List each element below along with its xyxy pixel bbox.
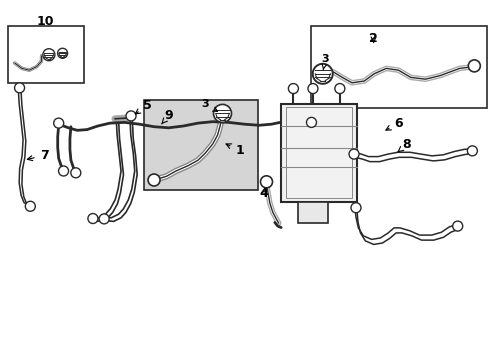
Circle shape	[288, 84, 298, 94]
Text: 10: 10	[36, 15, 54, 28]
Circle shape	[334, 84, 344, 94]
Circle shape	[43, 49, 55, 61]
Circle shape	[59, 166, 68, 176]
Text: 2: 2	[368, 32, 377, 45]
Circle shape	[25, 201, 35, 211]
Circle shape	[88, 213, 98, 224]
Text: 6: 6	[385, 117, 402, 130]
Bar	[281, 104, 356, 202]
Circle shape	[348, 149, 358, 159]
Circle shape	[312, 64, 332, 84]
Circle shape	[58, 48, 67, 58]
Circle shape	[306, 117, 316, 127]
Circle shape	[99, 214, 109, 224]
Text: 3: 3	[201, 99, 217, 111]
Text: 8: 8	[397, 138, 410, 152]
Circle shape	[350, 203, 360, 213]
Text: 5: 5	[135, 99, 152, 114]
Bar	[285, 107, 351, 198]
Circle shape	[467, 146, 476, 156]
Bar	[8, 26, 84, 83]
Circle shape	[213, 104, 231, 122]
Circle shape	[148, 174, 160, 186]
Bar	[298, 202, 327, 223]
Text: 4: 4	[259, 187, 268, 200]
Text: 9: 9	[161, 109, 173, 124]
Bar	[144, 100, 257, 190]
Circle shape	[260, 176, 272, 188]
Text: 3: 3	[321, 54, 328, 70]
Text: 1: 1	[225, 144, 244, 157]
Circle shape	[71, 168, 81, 178]
Circle shape	[452, 221, 462, 231]
Circle shape	[126, 111, 136, 121]
Circle shape	[54, 118, 63, 128]
Circle shape	[468, 60, 479, 72]
Circle shape	[307, 84, 317, 94]
Bar	[310, 26, 486, 108]
Circle shape	[15, 83, 24, 93]
Text: 7: 7	[27, 149, 48, 162]
